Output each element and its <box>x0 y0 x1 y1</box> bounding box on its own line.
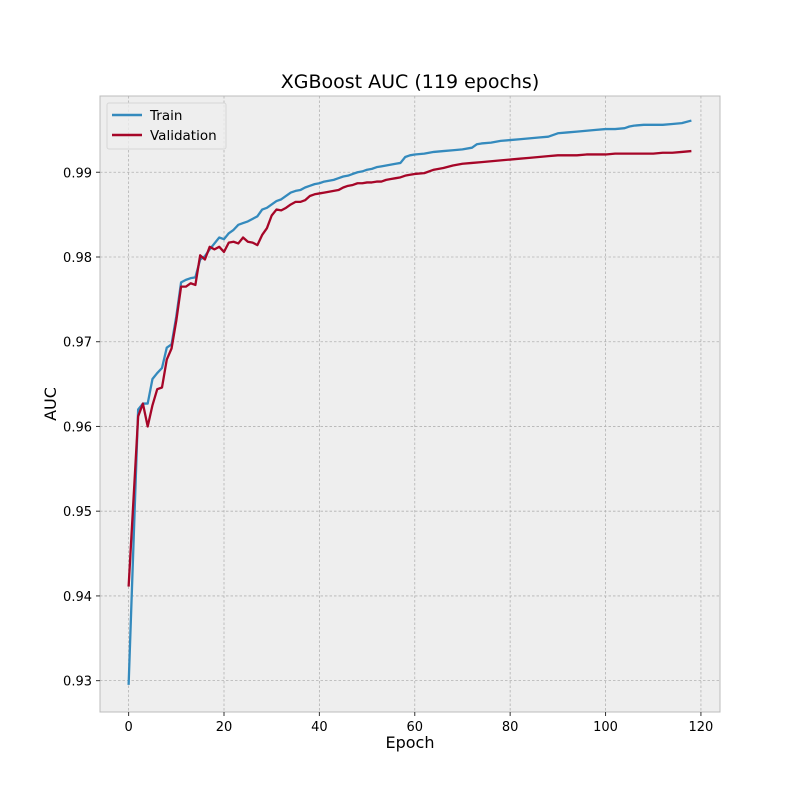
chart-title: XGBoost AUC (119 epochs) <box>281 71 540 93</box>
y-tick-label: 0.97 <box>63 336 92 351</box>
plot-area <box>99 95 721 713</box>
x-axis-ticks: 0 20 40 60 80 100 120 <box>124 712 713 735</box>
y-tick-label: 0.99 <box>63 166 92 181</box>
x-tick-label: 100 <box>593 720 618 735</box>
y-tick-label: 0.93 <box>63 675 92 690</box>
y-tick-label: 0.95 <box>63 505 92 520</box>
grid-lines <box>100 96 720 712</box>
legend-label-train: Train <box>149 108 182 124</box>
series-line-train <box>127 119 692 685</box>
x-axis-label: Epoch <box>386 733 435 752</box>
x-tick-label: 0 <box>124 720 132 735</box>
y-axis-ticks: 0.93 0.94 0.95 0.96 0.97 0.98 0.99 <box>63 166 100 690</box>
y-tick-label: 0.96 <box>63 420 92 435</box>
series-lines <box>127 119 692 685</box>
series-line-validation <box>127 149 692 587</box>
x-tick-label: 120 <box>689 720 714 735</box>
x-tick-label: 40 <box>311 720 328 735</box>
legend: Train Validation <box>106 102 227 150</box>
y-axis-label: AUC <box>41 387 60 421</box>
y-tick-label: 0.98 <box>63 251 92 266</box>
x-tick-label: 80 <box>502 720 519 735</box>
x-tick-label: 20 <box>216 720 233 735</box>
y-tick-label: 0.94 <box>63 590 92 605</box>
legend-label-validation: Validation <box>150 128 217 144</box>
x-tick-label: 60 <box>406 720 423 735</box>
